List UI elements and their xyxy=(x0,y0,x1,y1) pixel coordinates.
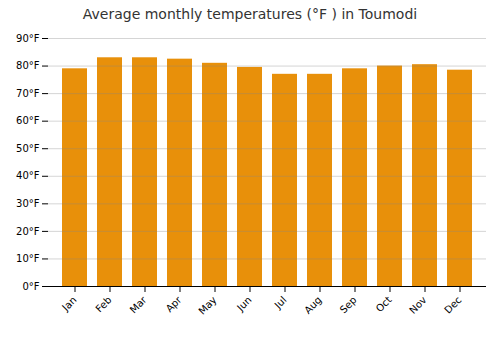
svg-text:80°F: 80°F xyxy=(16,60,40,71)
svg-text:10°F: 10°F xyxy=(16,253,40,264)
svg-text:0°F: 0°F xyxy=(22,281,39,292)
svg-text:50°F: 50°F xyxy=(16,143,40,154)
svg-text:Oct: Oct xyxy=(374,294,394,314)
svg-text:20°F: 20°F xyxy=(16,226,40,237)
svg-text:Apr: Apr xyxy=(164,294,185,315)
html-text:Average monthly temperatures (: Average monthly temperatures (°F ) in To… xyxy=(82,6,418,22)
svg-text:Jan: Jan xyxy=(59,294,78,313)
svg-text:Jun: Jun xyxy=(234,294,254,314)
svg-text:Sep: Sep xyxy=(338,294,359,315)
svg-text:70°F: 70°F xyxy=(16,88,40,99)
svg-text:Dec: Dec xyxy=(442,294,463,315)
svg-text:Mar: Mar xyxy=(128,294,150,316)
svg-text:30°F: 30°F xyxy=(16,198,40,209)
svg-text:Jul: Jul xyxy=(272,294,289,311)
svg-text:Nov: Nov xyxy=(407,294,429,316)
svg-text:Aug: Aug xyxy=(302,294,324,316)
svg-text:90°F: 90°F xyxy=(16,33,40,44)
svg-text:60°F: 60°F xyxy=(16,115,40,126)
svg-text:May: May xyxy=(196,294,218,316)
svg-text:Feb: Feb xyxy=(93,294,113,314)
svg-text:40°F: 40°F xyxy=(16,170,40,181)
